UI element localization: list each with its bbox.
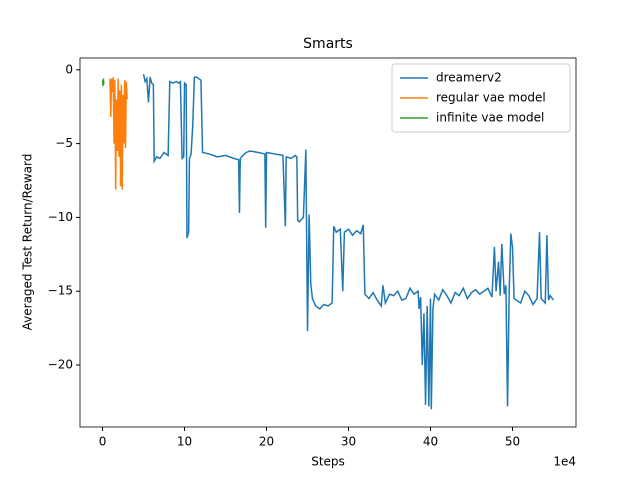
series-line <box>142 74 555 410</box>
chart-title: Smarts <box>303 36 353 52</box>
y-tick-label: −5 <box>55 136 73 150</box>
y-tick-label: 0 <box>65 62 73 76</box>
x-tick-label: 20 <box>259 435 274 449</box>
x-tick-label: 40 <box>423 435 438 449</box>
y-tick-label: −15 <box>48 284 73 298</box>
legend: dreamerv2 regular vae model infinite vae m… <box>391 63 571 133</box>
x-tick-label: 0 <box>99 435 107 449</box>
y-axis-label: Averaged Test Return/Reward <box>21 154 35 331</box>
x-tick-label: 10 <box>177 435 192 449</box>
x-tick-label: 30 <box>341 435 356 449</box>
legend-box <box>391 63 571 133</box>
x-offset-label: 1e4 <box>553 455 576 469</box>
legend-label: regular vae model <box>436 91 546 105</box>
y-tick-label: −20 <box>48 358 73 372</box>
legend-label: infinite vae model <box>436 111 544 125</box>
series-line <box>109 77 128 190</box>
y-tick-label: −10 <box>48 210 73 224</box>
series-line <box>101 78 105 87</box>
plot-frame <box>79 57 577 428</box>
x-axis-label: Steps <box>311 455 345 469</box>
x-tick-label: 50 <box>505 435 520 449</box>
legend-label: dreamerv2 <box>436 71 502 85</box>
